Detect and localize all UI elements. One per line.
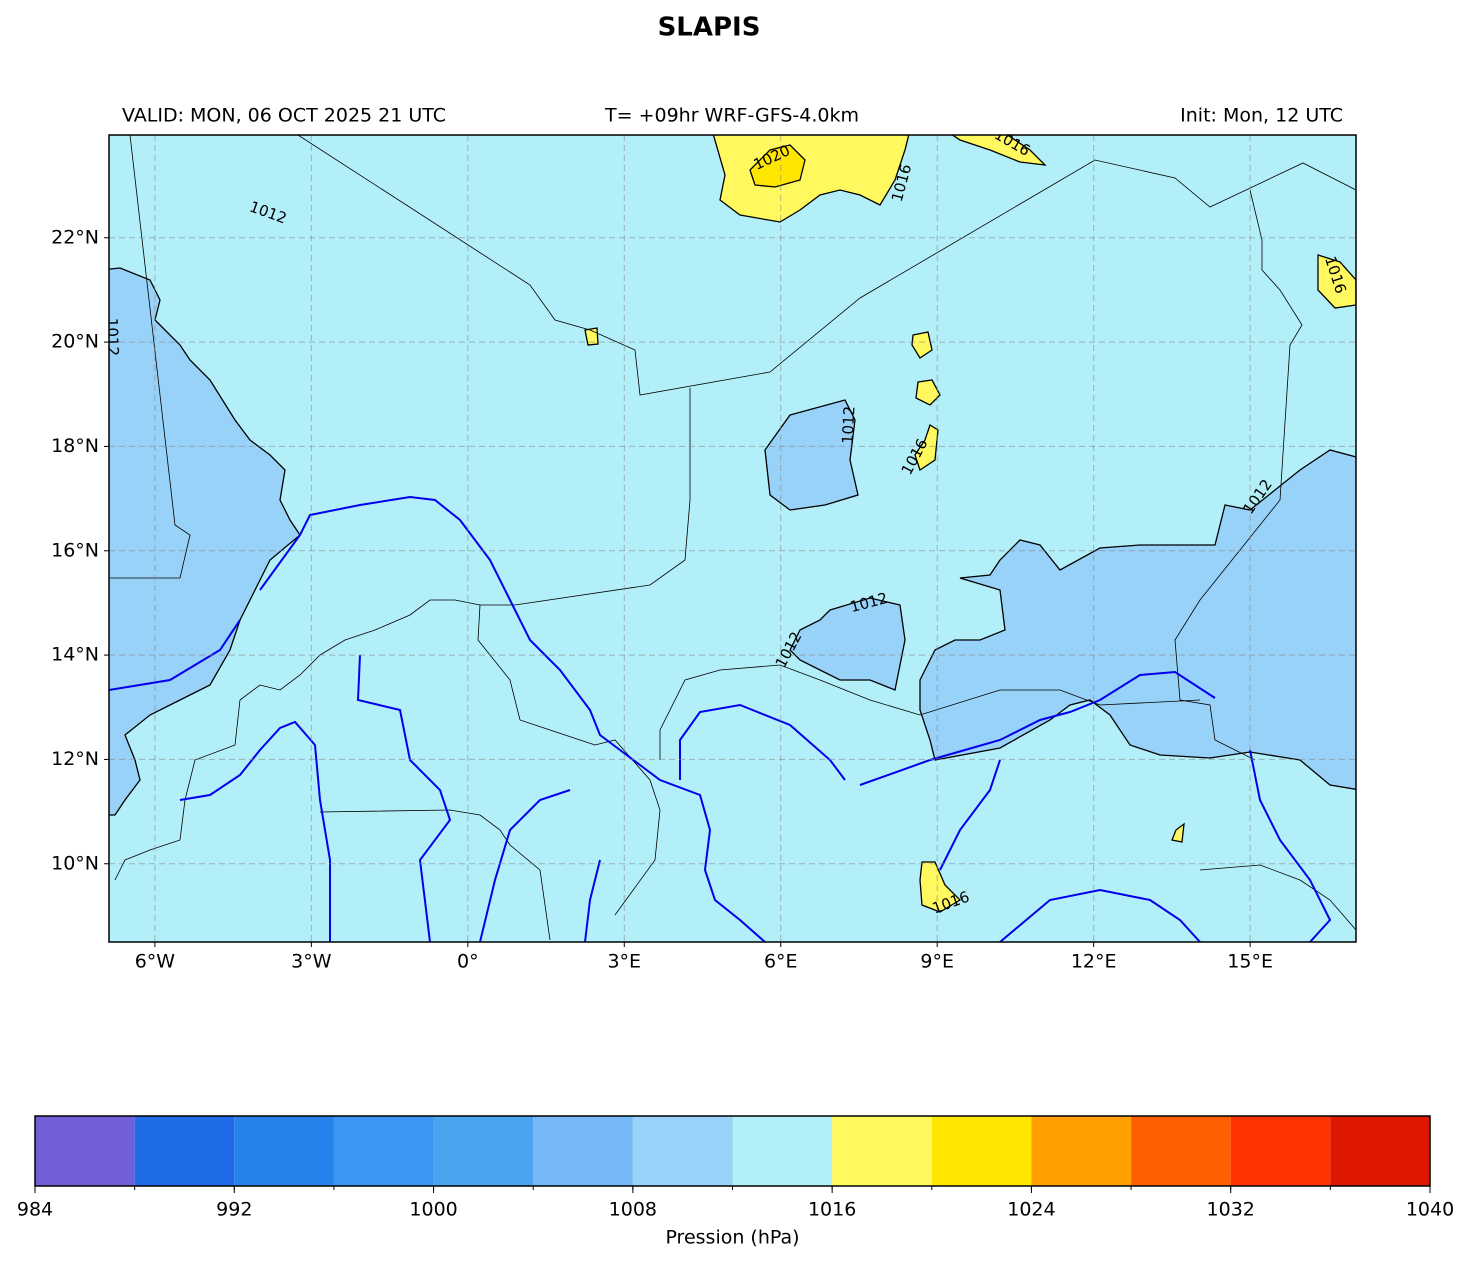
- high-pressure-area: [919, 861, 962, 913]
- river: [999, 888, 1201, 942]
- river: [109, 619, 241, 691]
- colorbar-bin: [832, 1116, 932, 1186]
- colorbar-label: Pression (hPa): [665, 1227, 799, 1249]
- low-pressure-area: [919, 449, 1356, 790]
- border: [109, 135, 191, 579]
- colorbar-bin: [333, 1116, 434, 1186]
- colorbar-bin: [234, 1116, 334, 1186]
- run-info: T= +09hr WRF-GFS-4.0km: [604, 105, 859, 127]
- colorbar-bin: [1031, 1116, 1132, 1186]
- colorbar-tick-label: 1016: [808, 1199, 856, 1221]
- colorbar-bin: [134, 1116, 235, 1186]
- colorbar-tick-label: 984: [17, 1199, 53, 1221]
- x-tick-label: 12°E: [1071, 951, 1117, 973]
- colorbar-tick-label: 1008: [609, 1199, 657, 1221]
- river: [679, 703, 846, 781]
- colorbar-tick-label: 992: [216, 1199, 252, 1221]
- x-tick-label: 3°W: [291, 951, 332, 973]
- high-pressure-core: [749, 144, 806, 188]
- colorbar-bin: [533, 1116, 633, 1186]
- colorbar-tick-label: 1040: [1406, 1199, 1454, 1221]
- colorbar-bin: [433, 1116, 534, 1186]
- high-pressure-area: [915, 379, 941, 406]
- x-tick-label: 15°E: [1227, 951, 1273, 973]
- map-frame: [108, 134, 1357, 943]
- contour-label: 1012: [839, 405, 859, 444]
- river: [859, 670, 1216, 786]
- valid-time: VALID: MON, 06 OCT 2025 21 UTC: [122, 105, 446, 127]
- x-tick-label: 6°W: [135, 951, 176, 973]
- colorbar-tick-label: 1024: [1007, 1199, 1055, 1221]
- border: [659, 664, 1201, 760]
- river: [479, 789, 571, 942]
- colorbar-bin: [1330, 1116, 1430, 1186]
- y-tick-label: 12°N: [51, 748, 99, 770]
- river: [356, 654, 452, 942]
- colorbar-tick-label: 1032: [1207, 1199, 1255, 1221]
- x-tick-label: 9°E: [920, 951, 954, 973]
- border: [319, 809, 551, 941]
- contour-label: 1012: [103, 318, 122, 357]
- low-pressure-area: [789, 597, 906, 691]
- border: [297, 135, 1356, 396]
- title: SLAPIS: [658, 13, 761, 43]
- border: [1199, 864, 1356, 931]
- low-pressure-area: [764, 399, 859, 511]
- river: [259, 495, 766, 942]
- border: [477, 604, 661, 916]
- y-tick-label: 22°N: [51, 226, 99, 248]
- y-tick-label: 14°N: [51, 644, 99, 666]
- y-tick-label: 18°N: [51, 435, 99, 457]
- colorbar-bin: [1230, 1116, 1331, 1186]
- init-time: Init: Mon, 12 UTC: [1180, 105, 1343, 127]
- x-tick-label: 6°E: [764, 951, 798, 973]
- high-pressure-area: [914, 424, 939, 472]
- x-tick-label: 0°: [457, 951, 479, 973]
- river: [1249, 749, 1332, 942]
- y-tick-label: 16°N: [51, 539, 99, 561]
- colorbar-frame: [34, 1115, 1431, 1187]
- river: [584, 859, 601, 942]
- x-tick-label: 3°E: [607, 951, 641, 973]
- map-background: [109, 135, 1356, 942]
- colorbar-tick-label: 1000: [409, 1199, 457, 1221]
- y-tick-label: 10°N: [51, 852, 99, 874]
- y-tick-label: 20°N: [51, 331, 99, 353]
- high-pressure-area: [951, 135, 1047, 166]
- colorbar-bin: [931, 1116, 1032, 1186]
- border: [1174, 189, 1303, 761]
- river: [939, 759, 1001, 871]
- colorbar-bin: [35, 1116, 135, 1186]
- high-pressure-area: [1317, 254, 1356, 309]
- colorbar-bin: [632, 1116, 733, 1186]
- river: [179, 720, 331, 942]
- colorbar-bin: [1131, 1116, 1231, 1186]
- high-pressure-area: [911, 331, 933, 359]
- high-pressure-area: [712, 135, 910, 223]
- high-pressure-area: [1171, 822, 1185, 843]
- colorbar-bin: [732, 1116, 833, 1186]
